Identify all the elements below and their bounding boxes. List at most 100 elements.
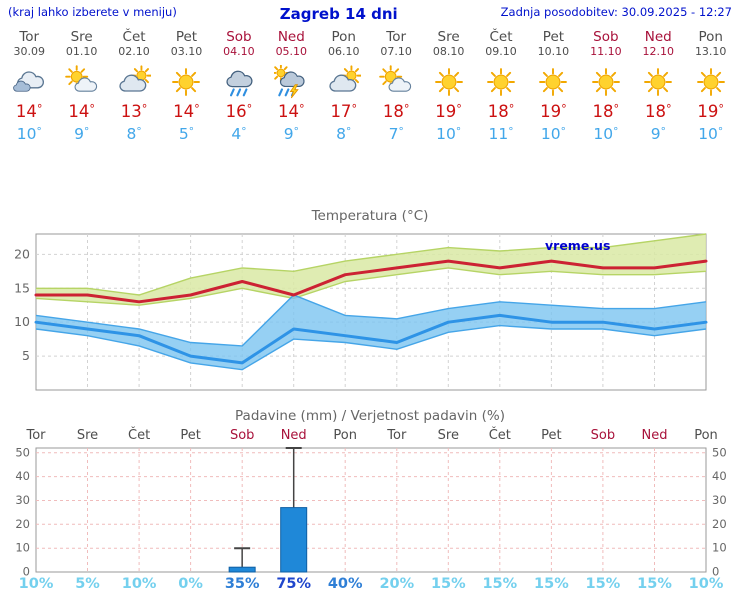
- precip-day-label: Sob: [230, 428, 254, 443]
- precip-y-tick-left: 30: [15, 493, 30, 507]
- day-max-temp: 18°: [382, 102, 410, 121]
- day-column-pon-06.10[interactable]: Pon 06.10 17° 8°: [318, 26, 370, 160]
- temp-y-tick: 20: [14, 246, 30, 261]
- partly-cloudy-icon: [379, 65, 412, 92]
- day-date: 04.10: [223, 45, 255, 58]
- day-max-temp: 18°: [487, 102, 515, 121]
- precip-day-label: Ned: [281, 428, 307, 443]
- precip-probability-label: 0%: [178, 576, 203, 592]
- day-name: Pet: [175, 29, 198, 45]
- watermark: vreme.us: [545, 238, 610, 253]
- day-max-temp: 14°: [278, 102, 305, 121]
- rain-icon: [226, 70, 253, 97]
- day-column-ned-05.10[interactable]: Ned 05.10 14° 9°: [265, 26, 317, 160]
- day-column-ned-12.10[interactable]: Ned 12.10 18° 9°: [632, 26, 684, 160]
- day-column-sob-04.10[interactable]: Sob 04.10 16° 4°: [213, 26, 265, 160]
- precip-probability-label: 10%: [122, 576, 157, 592]
- max-range-band: [36, 234, 706, 306]
- day-name: Ned: [277, 29, 305, 45]
- precipitation-chart: Tor Sre Čet Pet Sob Ned Pon Tor Sre Čet Pet Sob Ned P…: [15, 427, 727, 592]
- day-date: 30.09: [13, 45, 45, 58]
- day-min-temp: 10°: [593, 125, 619, 143]
- precip-probability-label: 75%: [276, 576, 311, 592]
- max-temperature-line: [34, 259, 708, 304]
- day-date: 10.10: [537, 45, 570, 58]
- day-date: 08.10: [432, 45, 465, 58]
- sunny-icon: [539, 68, 568, 96]
- day-min-temp: 11°: [488, 125, 514, 143]
- precip-y-tick-right: 0: [712, 565, 719, 579]
- temp-y-tick: 10: [14, 314, 30, 329]
- precip-y-tick-left: 50: [15, 445, 30, 459]
- day-min-temp: 10°: [540, 125, 566, 143]
- day-column-tor-07.10[interactable]: Tor 07.10 18° 7°: [370, 26, 422, 160]
- partly-cloudy-icon: [64, 65, 97, 92]
- sunny-icon: [696, 68, 725, 96]
- precip-probability-label: 20%: [379, 576, 414, 592]
- mostly-cloudy-icon: [119, 65, 152, 92]
- day-min-temp: 10°: [698, 125, 724, 143]
- day-min-temp: 9°: [283, 125, 299, 143]
- temperature-chart-title: Temperatura (°C): [311, 208, 429, 224]
- day-date: 09.10: [485, 45, 517, 58]
- sunny-icon: [172, 68, 201, 96]
- temperature-chart: 5 10 15 20 vreme.us: [14, 233, 708, 391]
- day-column-sre-08.10[interactable]: Sre 08.10 19° 10°: [422, 26, 474, 160]
- sunny-icon: [644, 68, 673, 96]
- day-min-temp: 10°: [16, 125, 42, 143]
- min-temperature-line: [34, 313, 708, 365]
- sunny-icon: [487, 68, 515, 96]
- day-name: Pon: [698, 29, 723, 45]
- last-update-timestamp: Zadnja posodobitev: 30.09.2025 - 12:27: [500, 5, 732, 19]
- precip-probability-label: 5%: [75, 576, 100, 592]
- precip-probability-label: 10%: [19, 576, 54, 592]
- day-max-temp: 13°: [120, 102, 148, 121]
- day-min-temp: 8°: [126, 125, 142, 143]
- day-column-čet-09.10[interactable]: Čet 09.10 18° 11°: [475, 26, 527, 160]
- day-min-temp: 9°: [650, 125, 666, 143]
- day-column-pet-10.10[interactable]: Pet 10.10 19° 10°: [527, 26, 579, 160]
- day-name: Ned: [644, 29, 672, 45]
- day-column-sre-01.10[interactable]: Sre 01.10 14° 9°: [55, 26, 107, 160]
- day-max-temp: 14°: [68, 102, 95, 121]
- day-date: 12.10: [642, 45, 675, 58]
- day-min-temp: 5°: [178, 125, 195, 143]
- day-column-tor-30.09[interactable]: Tor 30.09 14° 10°: [3, 26, 55, 160]
- day-min-temp: 4°: [231, 125, 247, 143]
- min-range-band: [36, 295, 706, 370]
- day-name: Čet: [489, 29, 513, 45]
- precip-y-tick-right: 30: [712, 493, 727, 507]
- day-name: Sob: [593, 29, 619, 45]
- page-header: (kraj lahko izberete v meniju) Zagreb 14…: [0, 0, 740, 24]
- day-max-temp: 14°: [173, 102, 200, 121]
- precip-probability-label: 40%: [328, 576, 363, 592]
- temp-y-tick: 5: [22, 348, 30, 363]
- location-menu-note: (kraj lahko izberete v meniju): [8, 5, 177, 19]
- day-max-temp: 19°: [435, 102, 462, 121]
- precip-probability-label: 15%: [586, 576, 621, 592]
- precip-y-tick-right: 50: [712, 445, 727, 459]
- day-max-temp: 16°: [225, 102, 253, 121]
- precip-day-label: Ned: [642, 428, 668, 443]
- precip-day-label: Čet: [489, 427, 511, 443]
- day-column-pon-13.10[interactable]: Pon 13.10 19° 10°: [684, 26, 736, 160]
- day-date: 07.10: [380, 45, 412, 58]
- precip-day-label: Tor: [386, 428, 407, 443]
- day-column-čet-02.10[interactable]: Čet 02.10 13° 8°: [108, 26, 160, 160]
- day-name: Tor: [386, 29, 407, 45]
- precip-y-tick-left: 0: [23, 565, 30, 579]
- sunny-icon: [591, 68, 620, 96]
- precip-day-label: Pet: [541, 428, 561, 443]
- precip-y-tick-left: 10: [15, 541, 30, 555]
- precip-day-label: Tor: [25, 428, 46, 443]
- day-max-temp: 18°: [592, 102, 620, 121]
- day-min-temp: 7°: [388, 125, 404, 143]
- day-column-sob-11.10[interactable]: Sob 11.10 18° 10°: [580, 26, 632, 160]
- day-date: 06.10: [327, 45, 360, 58]
- day-min-temp: 8°: [336, 125, 352, 143]
- day-column-pet-03.10[interactable]: Pet 03.10 14° 5°: [160, 26, 212, 160]
- day-max-temp: 19°: [540, 102, 567, 121]
- day-name: Čet: [122, 29, 146, 45]
- precip-y-tick-right: 10: [712, 541, 727, 555]
